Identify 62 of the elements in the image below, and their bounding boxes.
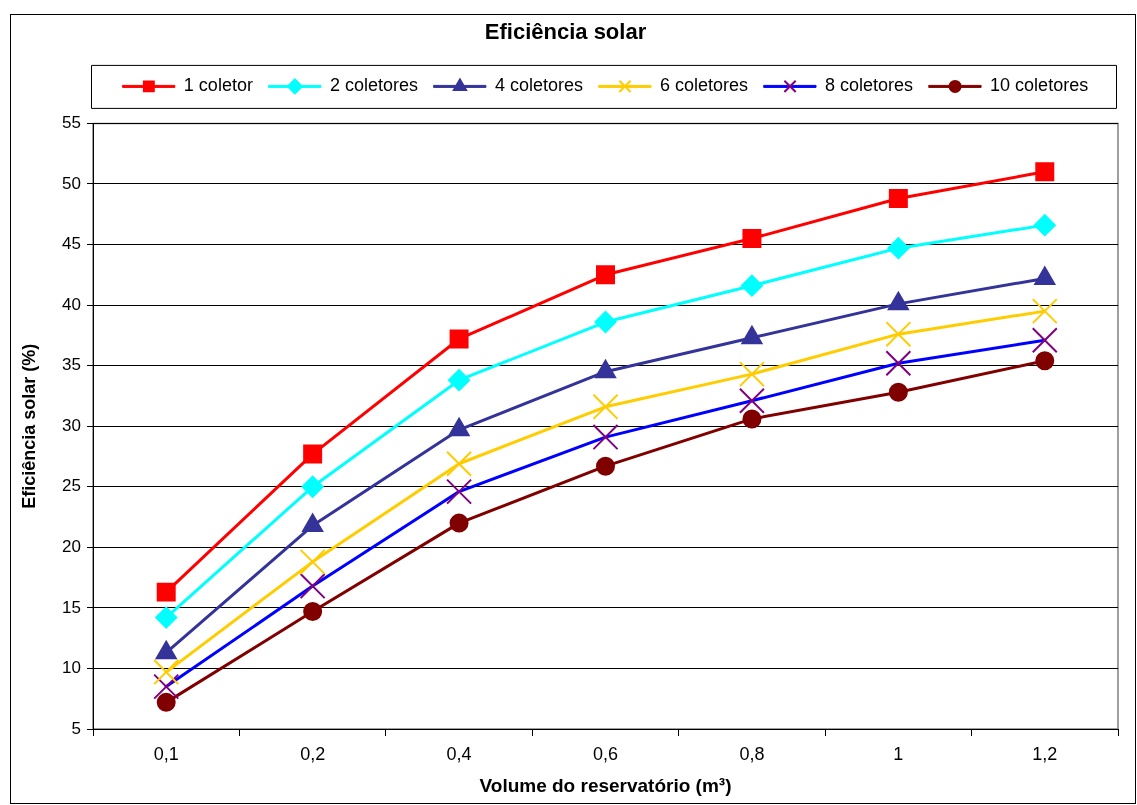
y-tick-label: 50 [62, 173, 81, 193]
legend-label: 8 coletores [825, 75, 914, 96]
point [1035, 162, 1055, 182]
point [301, 475, 324, 498]
point [738, 361, 765, 388]
point [1033, 214, 1056, 237]
chart-title: Eficiência solar [484, 19, 647, 45]
point [738, 387, 765, 414]
y-tick-label: 5 [71, 718, 81, 738]
point [742, 409, 762, 429]
point [592, 424, 619, 451]
point [449, 513, 469, 533]
point [594, 311, 617, 334]
x-tick-label: 0,1 [153, 743, 179, 764]
point [596, 265, 615, 285]
legend-label: 6 coletores [659, 75, 749, 96]
y-tick-label: 35 [62, 355, 81, 375]
point [448, 369, 471, 392]
x-tick-label: 0,2 [300, 743, 326, 764]
legend-label: 4 coletores [494, 75, 583, 96]
legend-label: 10 coletores [990, 75, 1089, 96]
x-tick-label: 0,4 [446, 743, 472, 764]
point [885, 321, 912, 348]
y-tick-label: 45 [62, 234, 81, 254]
point [887, 237, 910, 260]
point [156, 692, 176, 712]
point [1035, 351, 1055, 371]
point [155, 606, 178, 629]
point [299, 548, 326, 575]
y-tick-label: 15 [62, 597, 81, 617]
x-tick-label: 0,8 [739, 743, 765, 764]
point [885, 350, 912, 377]
x-tick-label: 0,6 [592, 743, 619, 764]
y-tick-label: 55 [62, 113, 81, 133]
y-tick-label: 30 [62, 415, 81, 435]
point [592, 393, 619, 420]
point [156, 582, 176, 602]
point [888, 189, 908, 208]
y-tick-label: 25 [62, 476, 81, 496]
y-axis-title: Eficiência solar (%) [18, 343, 39, 509]
point [446, 478, 473, 505]
x-tick-label: 1 [893, 743, 904, 764]
point [1031, 298, 1058, 325]
x-axis-title: Volume do reservatório (m³) [479, 774, 732, 796]
point [1031, 327, 1058, 354]
point [596, 456, 615, 476]
y-tick-label: 40 [62, 294, 81, 314]
point [449, 329, 469, 349]
point [446, 450, 473, 477]
point [303, 444, 323, 464]
point [299, 573, 326, 600]
point [153, 659, 180, 686]
legend-label: 2 coletores [329, 75, 418, 96]
legend-label: 1 coletor [183, 75, 253, 96]
point [742, 228, 762, 248]
point [153, 673, 180, 700]
point [303, 602, 323, 622]
y-tick-label: 10 [62, 658, 81, 678]
y-tick-label: 20 [62, 537, 81, 557]
point [740, 274, 763, 297]
x-tick-label: 1,2 [1032, 743, 1058, 764]
point [888, 382, 908, 402]
